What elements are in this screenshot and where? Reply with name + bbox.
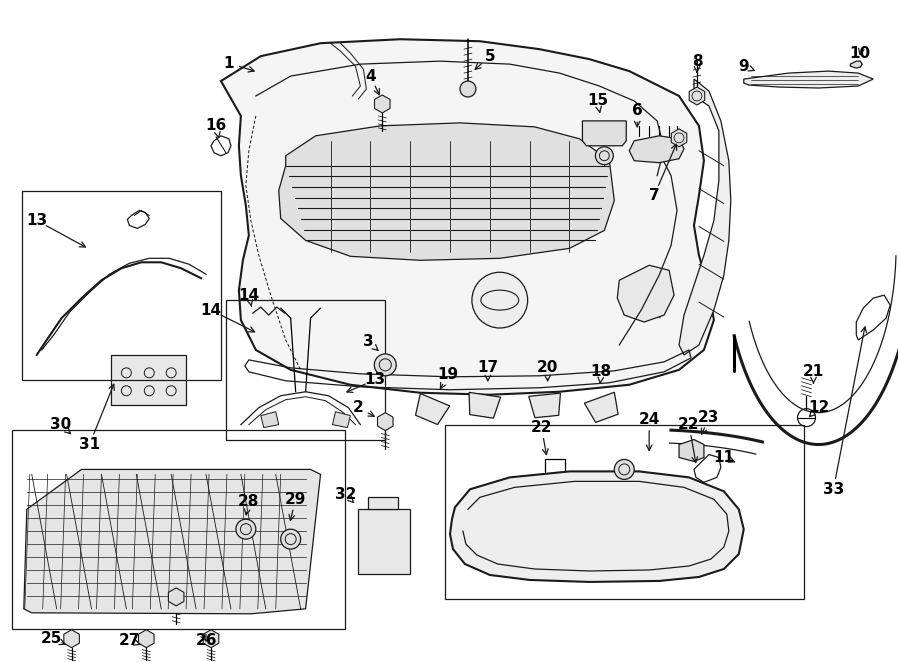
Circle shape (374, 354, 396, 376)
Text: 13: 13 (364, 372, 386, 387)
Text: 16: 16 (205, 118, 227, 133)
Text: 9: 9 (738, 59, 749, 73)
Text: 26: 26 (195, 633, 217, 648)
Text: 22: 22 (531, 420, 553, 435)
Polygon shape (203, 630, 219, 647)
Polygon shape (679, 79, 731, 355)
Bar (22, 191, 221, 380)
Polygon shape (416, 393, 450, 424)
Text: 8: 8 (691, 54, 702, 69)
Text: 21: 21 (803, 364, 824, 379)
Text: 31: 31 (79, 437, 100, 452)
Text: 25: 25 (41, 631, 62, 646)
Text: 13: 13 (26, 213, 48, 228)
Text: 28: 28 (238, 494, 259, 509)
Bar (358, 509, 410, 574)
Bar (368, 497, 398, 509)
Polygon shape (743, 71, 873, 88)
Text: 32: 32 (335, 487, 356, 502)
Polygon shape (469, 393, 500, 418)
Polygon shape (582, 121, 626, 146)
Text: 14: 14 (238, 288, 259, 303)
Circle shape (460, 81, 476, 97)
Polygon shape (629, 136, 684, 163)
Polygon shape (261, 412, 279, 428)
Polygon shape (139, 630, 154, 647)
Text: 7: 7 (649, 188, 660, 203)
Text: 23: 23 (698, 410, 720, 425)
Bar (12, 430, 346, 629)
Text: 20: 20 (537, 360, 558, 375)
Text: 11: 11 (714, 450, 734, 465)
Text: 10: 10 (850, 46, 871, 61)
Circle shape (596, 147, 613, 165)
Text: 17: 17 (477, 360, 499, 375)
Text: 14: 14 (201, 303, 221, 318)
Text: 18: 18 (590, 364, 612, 379)
Circle shape (236, 519, 256, 539)
Text: 3: 3 (363, 334, 374, 350)
Polygon shape (377, 412, 393, 430)
Text: 33: 33 (823, 482, 844, 497)
Polygon shape (450, 471, 743, 582)
Circle shape (472, 272, 527, 328)
Polygon shape (617, 265, 674, 322)
Polygon shape (221, 39, 714, 395)
Polygon shape (112, 355, 186, 404)
Polygon shape (64, 630, 79, 647)
Polygon shape (23, 469, 320, 614)
Polygon shape (168, 588, 184, 606)
Circle shape (615, 459, 634, 479)
Text: 30: 30 (50, 417, 71, 432)
Polygon shape (374, 95, 390, 113)
Text: 27: 27 (119, 633, 140, 648)
Bar (445, 424, 804, 599)
Polygon shape (679, 440, 704, 461)
Text: 19: 19 (437, 367, 459, 383)
Polygon shape (528, 393, 561, 418)
Polygon shape (671, 129, 687, 147)
Text: 4: 4 (365, 69, 375, 83)
Polygon shape (850, 61, 862, 68)
Text: 2: 2 (353, 400, 364, 415)
Bar (226, 300, 385, 440)
Text: 5: 5 (484, 49, 495, 64)
Text: 1: 1 (224, 56, 234, 71)
Text: 6: 6 (632, 103, 643, 118)
Polygon shape (279, 123, 615, 260)
Text: 15: 15 (587, 93, 608, 109)
Polygon shape (689, 87, 705, 105)
Text: 24: 24 (638, 412, 660, 427)
Polygon shape (584, 393, 618, 422)
Polygon shape (332, 412, 350, 428)
Text: 22: 22 (679, 417, 699, 432)
Circle shape (281, 529, 301, 549)
Text: 12: 12 (808, 400, 829, 415)
Text: 29: 29 (285, 492, 306, 507)
